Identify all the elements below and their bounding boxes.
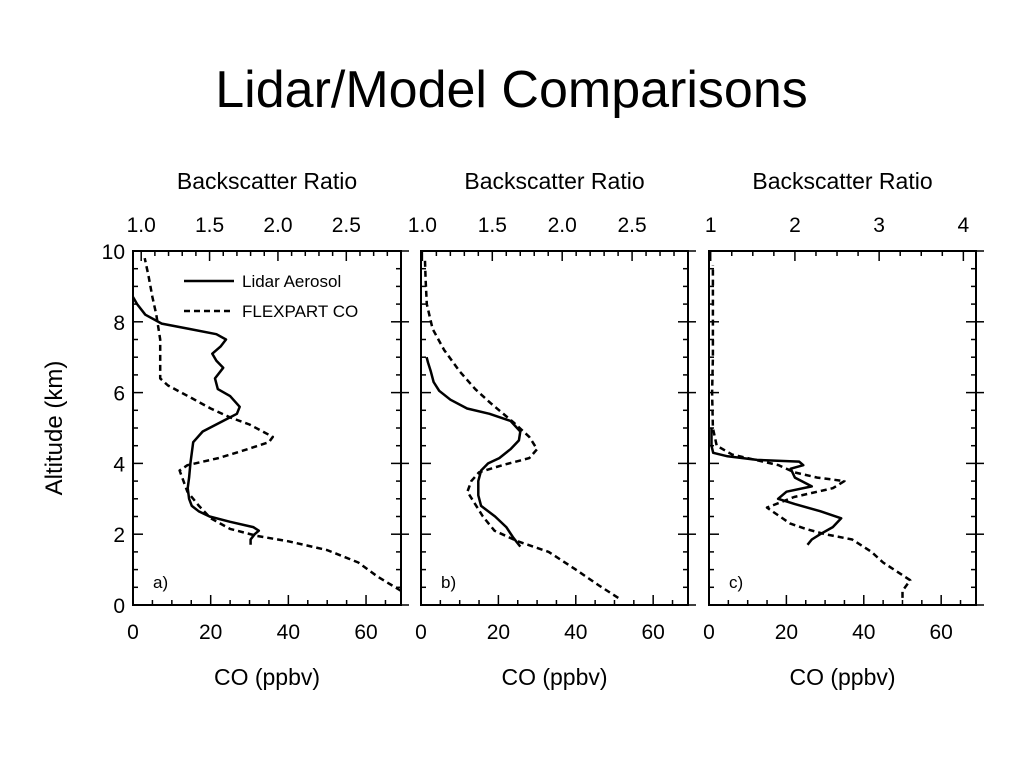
x-axis-label-bottom: CO (ppbv) [214, 664, 320, 690]
x-tick-label-top: 2.5 [617, 214, 646, 237]
series-flexpart-co [710, 265, 912, 598]
y-tick-label: 8 [113, 312, 125, 335]
x-tick-label-top: 4 [958, 214, 970, 237]
x-axis-label-top: Backscatter Ratio [177, 168, 357, 194]
panel-label: b) [441, 573, 456, 592]
x-tick-label-bottom: 20 [199, 621, 222, 644]
series-flexpart-co [143, 257, 402, 592]
x-tick-label-bottom: 60 [354, 621, 377, 644]
y-tick-label: 2 [113, 524, 125, 547]
x-tick-label-top: 2.5 [332, 214, 361, 237]
series-lidar-aerosol [131, 296, 261, 545]
series-flexpart-co [423, 258, 619, 599]
y-axis-label: Altitude (km) [41, 361, 68, 496]
y-tick-label: 10 [102, 241, 125, 264]
x-tick-label-bottom: 0 [127, 621, 139, 644]
panel-a: 0 20 40 60 1.0 1.5 2.0 2.5 0 2 4 6 8 10 CO (ppbv) Backs… [102, 168, 409, 690]
x-axis-label-top: Backscatter Ratio [752, 168, 932, 194]
x-axis-label-bottom: CO (ppbv) [501, 664, 607, 690]
x-tick-label-top: 2.0 [263, 214, 292, 237]
series-lidar-aerosol [710, 428, 843, 546]
x-tick-label-top: 2.0 [548, 214, 577, 237]
x-tick-label-top: 1.5 [195, 214, 224, 237]
x-tick-label-top: 1.5 [478, 214, 507, 237]
panel-b: 0 20 40 60 1.0 1.5 2.0 2.5 CO (ppbv) Backscatter … [408, 168, 696, 690]
x-axis-label-bottom: CO (ppbv) [789, 664, 895, 690]
x-axis-label-top: Backscatter Ratio [464, 168, 644, 194]
x-tick-label-bottom: 60 [929, 621, 952, 644]
x-tick-label-top: 1.0 [408, 214, 437, 237]
panel-c: 0 20 40 60 1 2 3 4 CO (ppbv) Backscatter Ratio c) [703, 168, 984, 690]
series-lidar-aerosol [425, 356, 522, 548]
x-tick-label-top: 3 [873, 214, 885, 237]
x-tick-label-bottom: 0 [415, 621, 427, 644]
x-tick-label-bottom: 40 [852, 621, 875, 644]
plot-frame [708, 250, 977, 606]
y-tick-label: 0 [113, 595, 125, 618]
legend: Lidar Aerosol FLEXPART CO [184, 272, 358, 321]
panel-label: a) [153, 573, 168, 592]
slide-title: Lidar/Model Comparisons [215, 61, 808, 119]
plot-frame [420, 250, 689, 606]
x-tick-label-bottom: 20 [487, 621, 510, 644]
legend-label: FLEXPART CO [242, 302, 358, 321]
x-tick-label-top: 1 [705, 214, 717, 237]
y-tick-label: 4 [113, 453, 125, 476]
x-tick-label-bottom: 40 [564, 621, 587, 644]
x-tick-label-bottom: 20 [775, 621, 798, 644]
x-tick-label-bottom: 40 [277, 621, 300, 644]
panel-label: c) [729, 573, 743, 592]
x-tick-label-top: 2 [789, 214, 801, 237]
x-tick-label-bottom: 60 [641, 621, 664, 644]
y-tick-label: 6 [113, 383, 125, 406]
x-tick-label-top: 1.0 [127, 214, 156, 237]
x-tick-label-bottom: 0 [703, 621, 715, 644]
legend-label: Lidar Aerosol [242, 272, 341, 291]
